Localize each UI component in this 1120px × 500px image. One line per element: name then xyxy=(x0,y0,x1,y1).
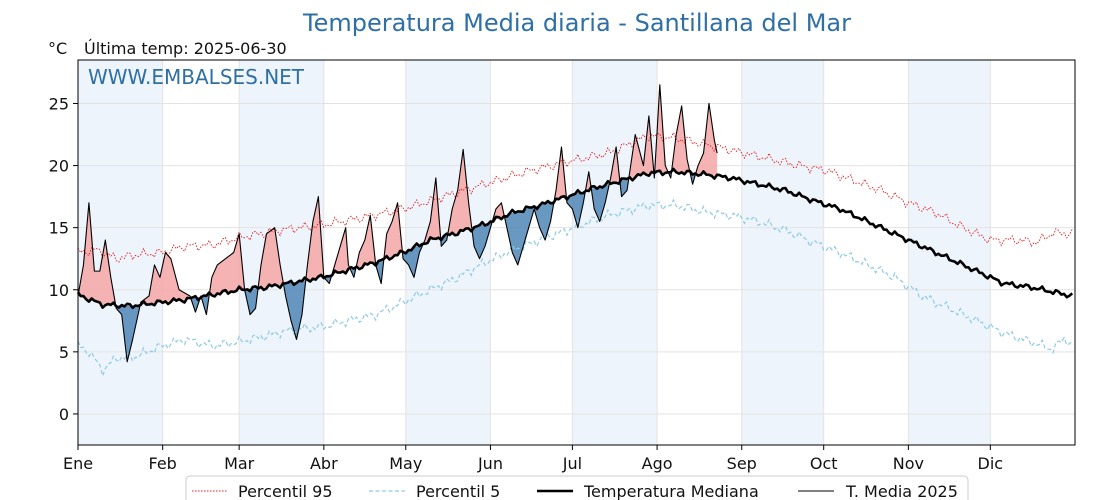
area-below-median xyxy=(283,280,306,340)
y-tick-label: 25 xyxy=(49,94,69,113)
legend-label-t2025: T. Media 2025 xyxy=(845,482,958,500)
x-tick-label: Jun xyxy=(477,454,503,473)
area-above-median xyxy=(209,233,244,296)
area-above-median xyxy=(609,146,620,184)
month-band xyxy=(572,60,658,445)
area-above-median xyxy=(383,202,403,260)
area-below-median xyxy=(620,178,629,197)
x-tick-label: Feb xyxy=(149,454,177,473)
x-tick-label: Mar xyxy=(224,454,255,473)
month-band xyxy=(908,60,991,445)
x-tick-label: May xyxy=(389,454,422,473)
area-above-median xyxy=(78,202,116,306)
y-tick-label: 0 xyxy=(59,405,69,424)
area-above-median xyxy=(586,171,591,191)
area-above-median xyxy=(672,105,690,174)
month-band xyxy=(741,60,824,445)
series-lines xyxy=(76,84,1074,378)
area-above-median xyxy=(356,215,376,268)
series-t-media-2025 xyxy=(77,84,718,363)
x-tick-label: Nov xyxy=(893,454,924,473)
area-above-median xyxy=(655,84,669,173)
series-temperatura-mediana xyxy=(76,167,1074,310)
area-above-median xyxy=(554,146,567,201)
area-below-median xyxy=(566,190,586,228)
x-tick-label: Ago xyxy=(642,454,673,473)
area-below-median xyxy=(690,173,696,185)
area-above-median xyxy=(332,227,350,275)
series-percentil-95 xyxy=(77,131,1073,263)
y-tick-label: 5 xyxy=(59,343,69,362)
x-axis: Ene Feb Mar Abr May Jun Jul Ago Sep Oct Nov Dic xyxy=(63,445,1003,473)
x-tick-label: Dic xyxy=(978,454,1004,473)
legend: Percentil 95 Percentil 5 Temperatura Media… xyxy=(185,475,969,500)
last-temp-label: Última temp: 2025-06-30 xyxy=(84,39,287,58)
y-tick-label: 20 xyxy=(49,157,69,176)
chart-title: Temperatura Media diaria - Santillana de… xyxy=(302,9,851,37)
area-above-median xyxy=(696,103,718,177)
x-tick-label: Jul xyxy=(562,454,582,473)
legend-label-p5: Percentil 5 xyxy=(416,482,500,500)
x-tick-label: Oct xyxy=(810,454,838,473)
area-above-median xyxy=(306,196,324,281)
area-below-median xyxy=(244,288,258,315)
unit-label: °C xyxy=(48,39,67,58)
area-above-median xyxy=(140,252,191,305)
watermark: WWW.EMBALSES.NET xyxy=(88,65,305,89)
legend-label-median: Temperatura Mediana xyxy=(583,482,759,500)
plot-frame xyxy=(77,59,1076,446)
x-tick-label: Abr xyxy=(310,454,338,473)
fill-areas xyxy=(78,84,718,362)
x-tick-label: Ene xyxy=(63,454,93,473)
legend-label-p95: Percentil 95 xyxy=(238,482,333,500)
area-below-median xyxy=(472,221,492,259)
legend-box xyxy=(185,475,969,500)
area-above-median xyxy=(448,149,472,236)
series-percentil-5 xyxy=(77,198,1073,378)
y-tick-label: 10 xyxy=(49,281,69,300)
x-tick-label: Sep xyxy=(727,454,757,473)
y-axis: 0 5 10 15 20 25 xyxy=(49,94,78,424)
month-bands xyxy=(78,60,991,445)
y-tick-label: 15 xyxy=(49,219,69,238)
area-below-median xyxy=(350,267,356,278)
area-below-median xyxy=(201,295,210,315)
